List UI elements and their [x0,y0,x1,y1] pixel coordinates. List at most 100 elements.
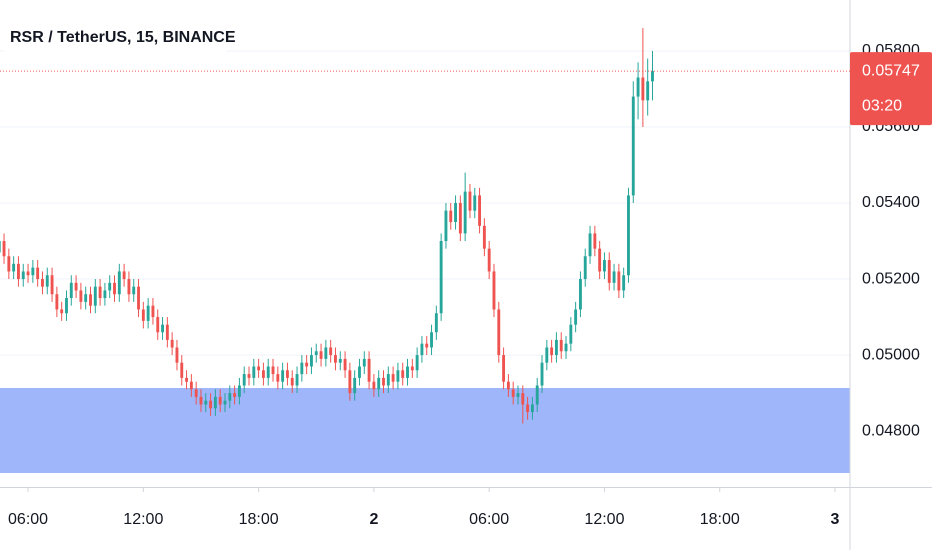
candle-body [113,282,116,295]
candle-body [511,389,515,397]
candle-body [651,71,654,82]
candle-body [526,404,530,413]
candle-body [386,374,390,386]
candle-body [266,366,270,378]
candle-body [612,271,616,283]
candle-body [449,210,453,223]
title-background [4,24,226,52]
candle-body [473,195,477,211]
candle-body [324,347,328,359]
candle-body [252,366,256,378]
grid [0,50,850,432]
candle-body [362,358,366,367]
candle-body [0,241,1,253]
candle-body [353,377,357,394]
candle-body [41,279,44,287]
candle-body [247,374,251,378]
candle-body [521,393,525,405]
candle-body [242,374,246,386]
candle-body [223,400,227,405]
x-tick-label: 06:00 [469,511,509,528]
candle-body [540,362,544,386]
candle-body [598,248,602,272]
candle-body [329,347,333,356]
candle-body [69,282,73,299]
candle-body [218,396,222,405]
candle-body [463,191,467,234]
candle-body [209,400,213,409]
candle-body [108,282,112,291]
candle-body [468,191,472,211]
candle-body [559,339,563,352]
candle-body [300,362,304,375]
candle-body [103,290,107,299]
y-tick-label: 0.05000 [862,346,920,363]
candle-body [617,271,621,291]
candle-body [410,366,414,371]
candle-body [415,355,419,371]
candle-body [535,385,539,405]
candle-body [156,317,160,333]
candle-body [564,343,568,352]
y-tick-label: 0.05400 [862,194,920,211]
candle-body [281,370,285,382]
candle-body [65,298,68,314]
x-tick-label: 18:00 [239,511,279,528]
last-price-box [850,52,932,126]
last-price-label: 0.05747 [862,62,920,79]
candle-body [141,309,145,321]
candle-body [358,366,361,378]
candle-body [98,286,102,299]
candle-body [2,241,6,257]
candle-body [454,203,457,223]
candle-body [237,385,241,397]
candle-body [502,355,506,382]
candle-body [372,381,376,390]
candle-body [31,267,35,276]
y-tick-label: 0.04800 [862,422,920,439]
candle-body [285,370,289,378]
x-tick-label: 12:00 [123,511,163,528]
candle-body [165,324,169,340]
candle-body [213,396,217,409]
candle-body [185,377,189,382]
candle-body [132,286,136,295]
candle-body [550,347,554,356]
candle-body [84,294,88,302]
candle-body [12,263,16,272]
x-tick-label: 3 [831,511,840,528]
candle-body [36,267,40,280]
overlay: 0.05747 03:20 [0,52,932,126]
candle-body [646,81,650,101]
candle-body [122,271,126,280]
candle-body [554,339,558,356]
candle-body [45,275,49,287]
candle-body [593,233,597,249]
candle-body [55,294,59,310]
candle-body [492,271,496,310]
candle-body [487,248,491,272]
candle-body [117,271,121,295]
candle-body [161,324,164,333]
candle-body [377,377,381,390]
candle-body [151,305,155,318]
candle-body [261,370,265,378]
candle-body [199,396,203,405]
candle-body [641,77,645,101]
candle-body [310,355,313,367]
candle-body [295,374,299,386]
candle-body [348,370,352,394]
candle-body [79,290,83,302]
x-tick-label: 18:00 [700,511,740,528]
candle-body [338,358,342,363]
candle-body [137,286,140,310]
candle-body [516,393,520,397]
y-tick-label: 0.05200 [862,270,920,287]
candle-body [180,362,184,378]
countdown-label: 03:20 [862,97,902,114]
candle-body [367,358,371,382]
candle-body [228,393,232,401]
x-tick-label: 12:00 [584,511,624,528]
candle-body [458,203,462,234]
